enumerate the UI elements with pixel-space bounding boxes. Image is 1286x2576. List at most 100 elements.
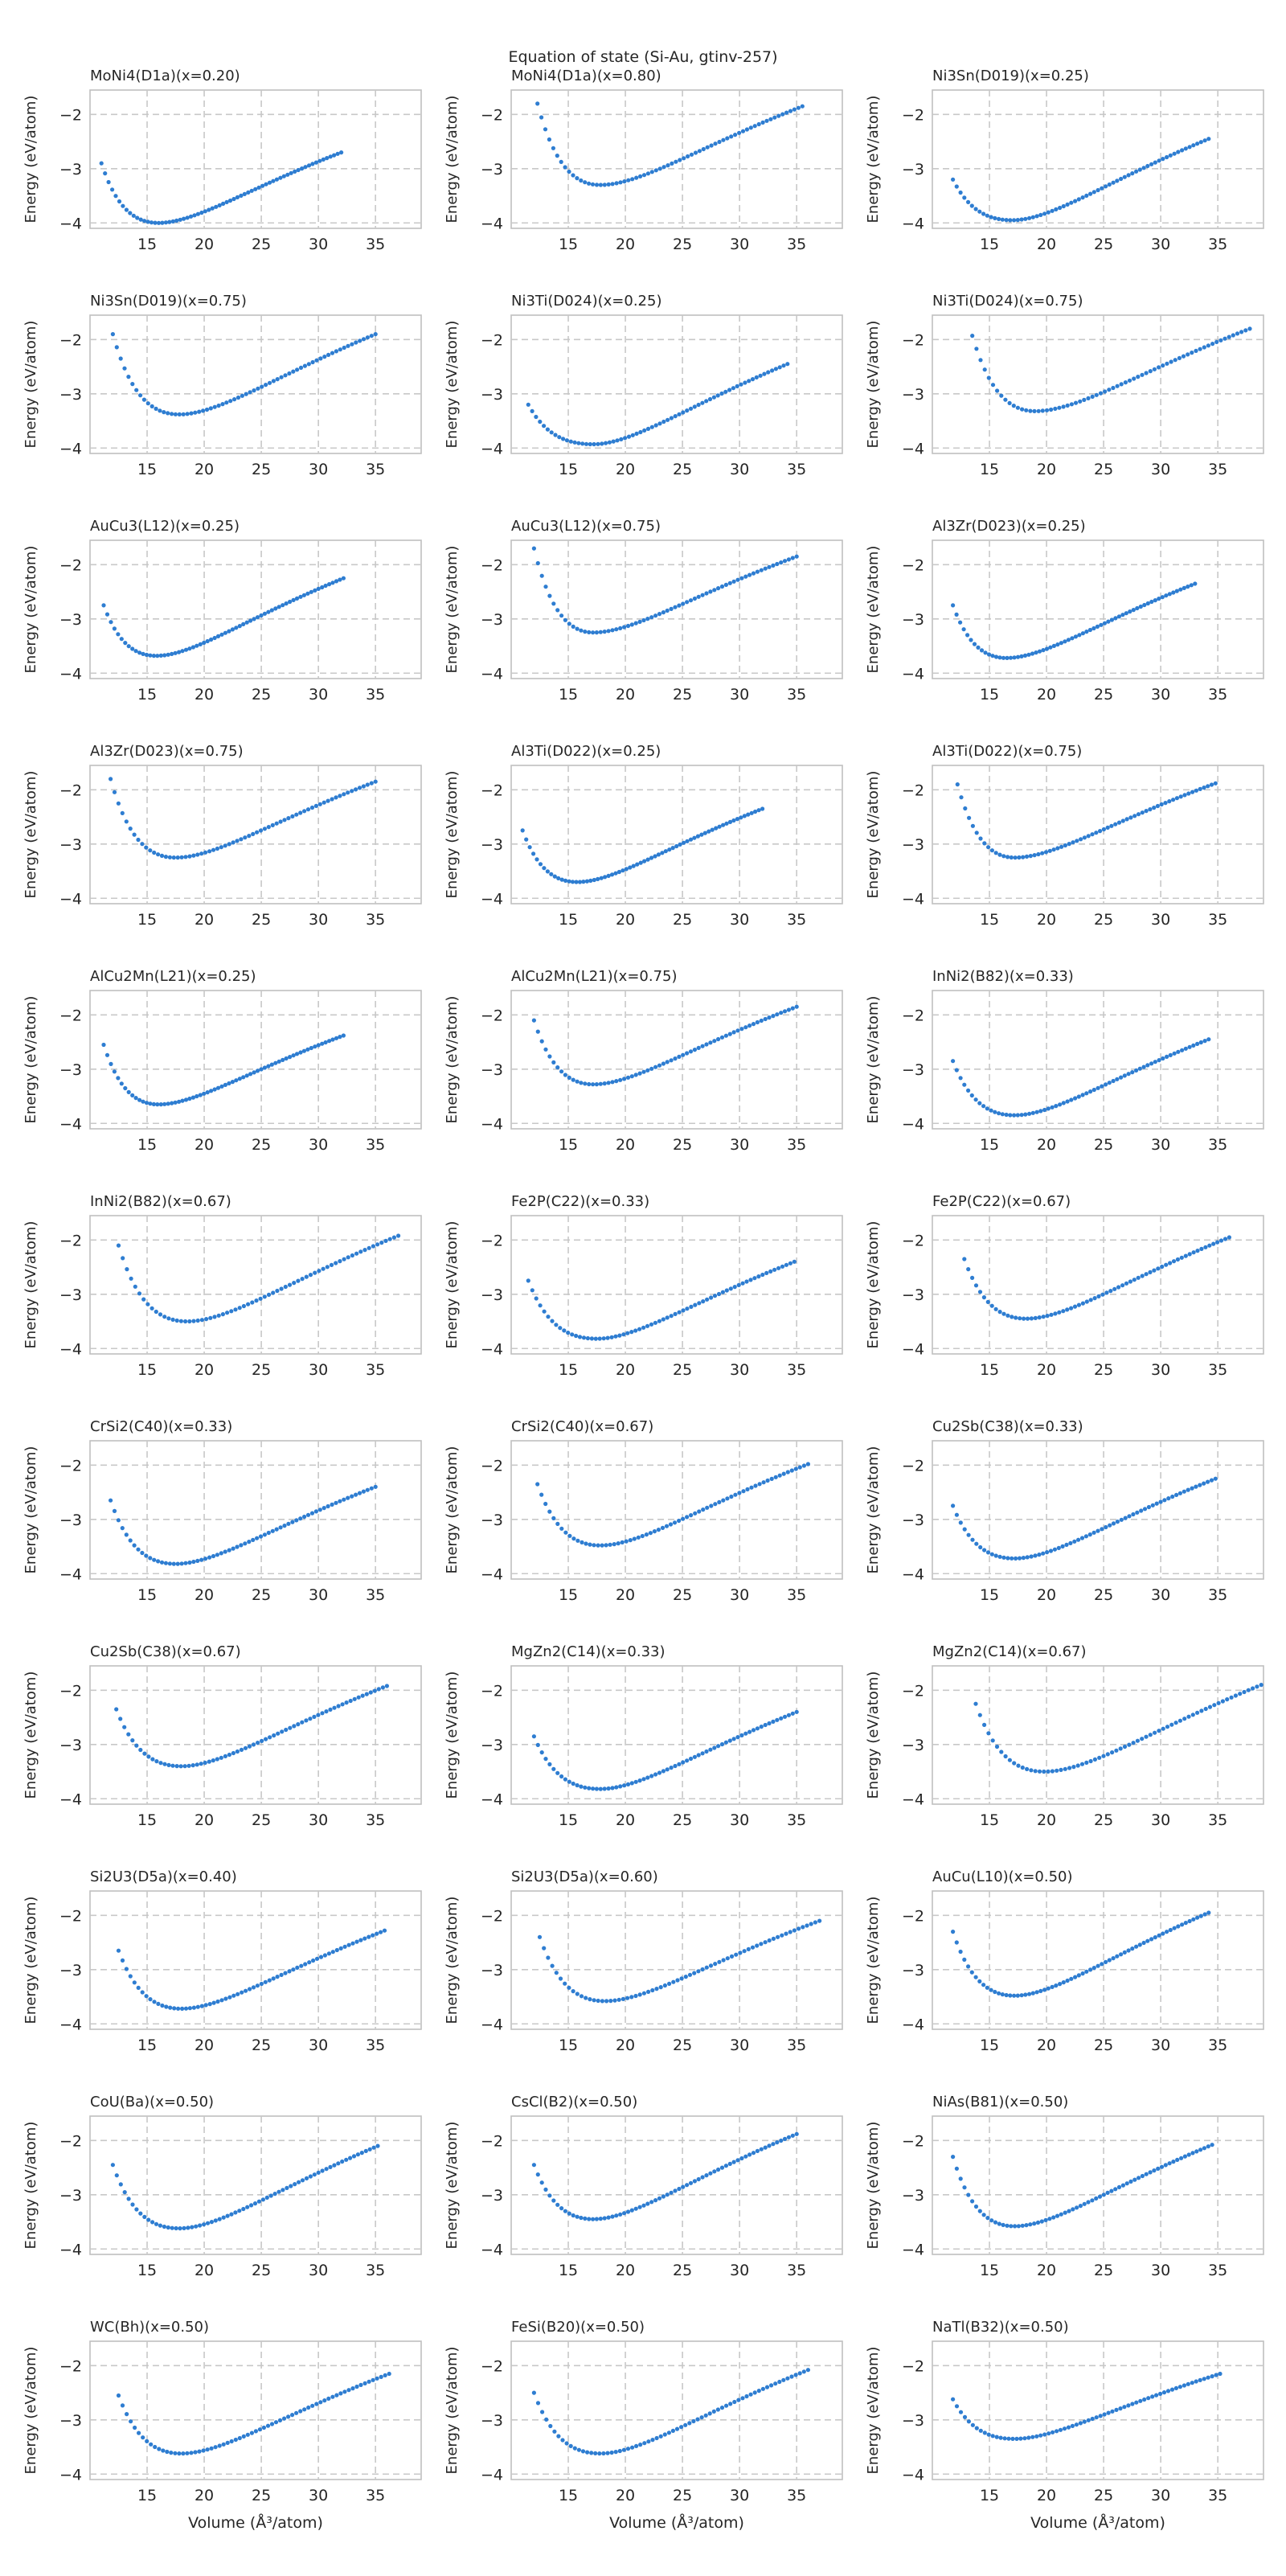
- data-point: [116, 1518, 121, 1523]
- x-tick-label: 35: [366, 2262, 385, 2279]
- data-point: [1107, 1958, 1112, 1963]
- x-tick-label: 35: [366, 236, 385, 253]
- data-point: [579, 628, 584, 633]
- data-point: [616, 1997, 621, 2002]
- data-point: [1096, 1528, 1100, 1533]
- data-point: [129, 1276, 133, 1281]
- data-point: [1032, 2221, 1037, 2226]
- data-point: [954, 184, 959, 189]
- data-point: [1140, 2173, 1145, 2179]
- data-point: [1156, 1266, 1161, 1271]
- data-point: [973, 1283, 979, 1288]
- x-tick-label: 25: [1094, 2037, 1113, 2054]
- data-point: [587, 181, 592, 186]
- data-point: [259, 1067, 264, 1072]
- data-point: [1104, 1959, 1108, 1964]
- data-point: [1024, 854, 1030, 859]
- data-point: [966, 2419, 971, 2424]
- data-point: [1187, 1918, 1192, 1924]
- data-point: [1070, 2423, 1075, 2428]
- data-point: [354, 2384, 359, 2389]
- data-point: [99, 161, 104, 166]
- data-point: [1238, 1692, 1243, 1696]
- data-point: [144, 1553, 149, 1558]
- data-point: [594, 1786, 600, 1791]
- data-point: [708, 589, 713, 594]
- y-tick-label: −2: [902, 2357, 924, 2375]
- data-point: [245, 2432, 250, 2437]
- data-point: [789, 2374, 794, 2379]
- data-point: [767, 564, 772, 569]
- data-point: [1004, 1112, 1009, 1118]
- data-point: [601, 1336, 606, 1341]
- data-point: [673, 1763, 678, 1769]
- data-point: [170, 1763, 175, 1768]
- data-point: [134, 388, 139, 392]
- data-point: [665, 1060, 670, 1064]
- data-point: [1225, 1697, 1230, 1702]
- data-point: [217, 203, 222, 207]
- data-point: [216, 1313, 221, 1318]
- data-point: [998, 2435, 1003, 2440]
- data-point: [371, 1244, 375, 1249]
- data-point: [342, 2389, 347, 2394]
- data-point: [1153, 1935, 1157, 1940]
- data-point: [212, 1087, 217, 1092]
- axes-frame: [932, 765, 1264, 904]
- panel-title: WC(Bh)(x=0.50): [90, 2319, 209, 2336]
- data-point: [317, 1507, 322, 1512]
- data-point: [110, 2163, 115, 2168]
- data-point: [283, 1971, 288, 1975]
- data-point: [735, 384, 739, 388]
- data-point: [239, 837, 244, 842]
- axes-frame: [932, 89, 1264, 229]
- data-point: [266, 825, 271, 830]
- data-point: [230, 1080, 235, 1085]
- data-point: [744, 2393, 749, 2399]
- data-point: [268, 1735, 272, 1740]
- data-point: [579, 1081, 584, 1085]
- data-point: [1073, 1096, 1078, 1101]
- y-tick-label: −3: [59, 1512, 82, 1529]
- data-point: [330, 1502, 334, 1507]
- data-point: [1083, 1534, 1088, 1539]
- data-point: [162, 409, 166, 415]
- x-tick-label: 35: [1208, 1811, 1227, 1829]
- data-point: [112, 626, 117, 631]
- x-tick-label: 25: [252, 1811, 271, 1829]
- data-point: [963, 806, 968, 811]
- data-point: [629, 1781, 634, 1786]
- data-point: [1145, 601, 1150, 606]
- data-point: [128, 211, 133, 215]
- data-point: [550, 1319, 555, 1323]
- data-point: [614, 2213, 619, 2218]
- data-point: [239, 193, 244, 198]
- data-point: [256, 386, 260, 391]
- data-point: [583, 180, 588, 185]
- data-point: [174, 218, 179, 223]
- x-tick-label: 25: [673, 1361, 692, 1379]
- data-point: [1210, 2143, 1214, 2147]
- data-point: [685, 1515, 690, 1520]
- data-point: [155, 654, 160, 658]
- data-point: [616, 1541, 620, 1546]
- data-point: [547, 137, 552, 142]
- x-tick-label: 35: [1208, 686, 1227, 703]
- data-point: [120, 1526, 125, 1531]
- data-point: [1023, 1112, 1028, 1117]
- data-point: [1135, 605, 1140, 611]
- axes-frame: [89, 2340, 422, 2480]
- data-point: [531, 851, 536, 856]
- data-point: [653, 1320, 658, 1325]
- data-point: [193, 2450, 198, 2455]
- data-point: [1126, 2403, 1131, 2408]
- data-point: [207, 1759, 211, 1764]
- data-point: [258, 828, 264, 833]
- data-point: [116, 1076, 121, 1081]
- panel-title: Al3Ti(D022)(x=0.25): [511, 743, 661, 760]
- data-point: [312, 2172, 317, 2177]
- data-point: [571, 1989, 575, 1994]
- data-point: [1005, 855, 1010, 859]
- y-tick-label: −3: [902, 161, 924, 178]
